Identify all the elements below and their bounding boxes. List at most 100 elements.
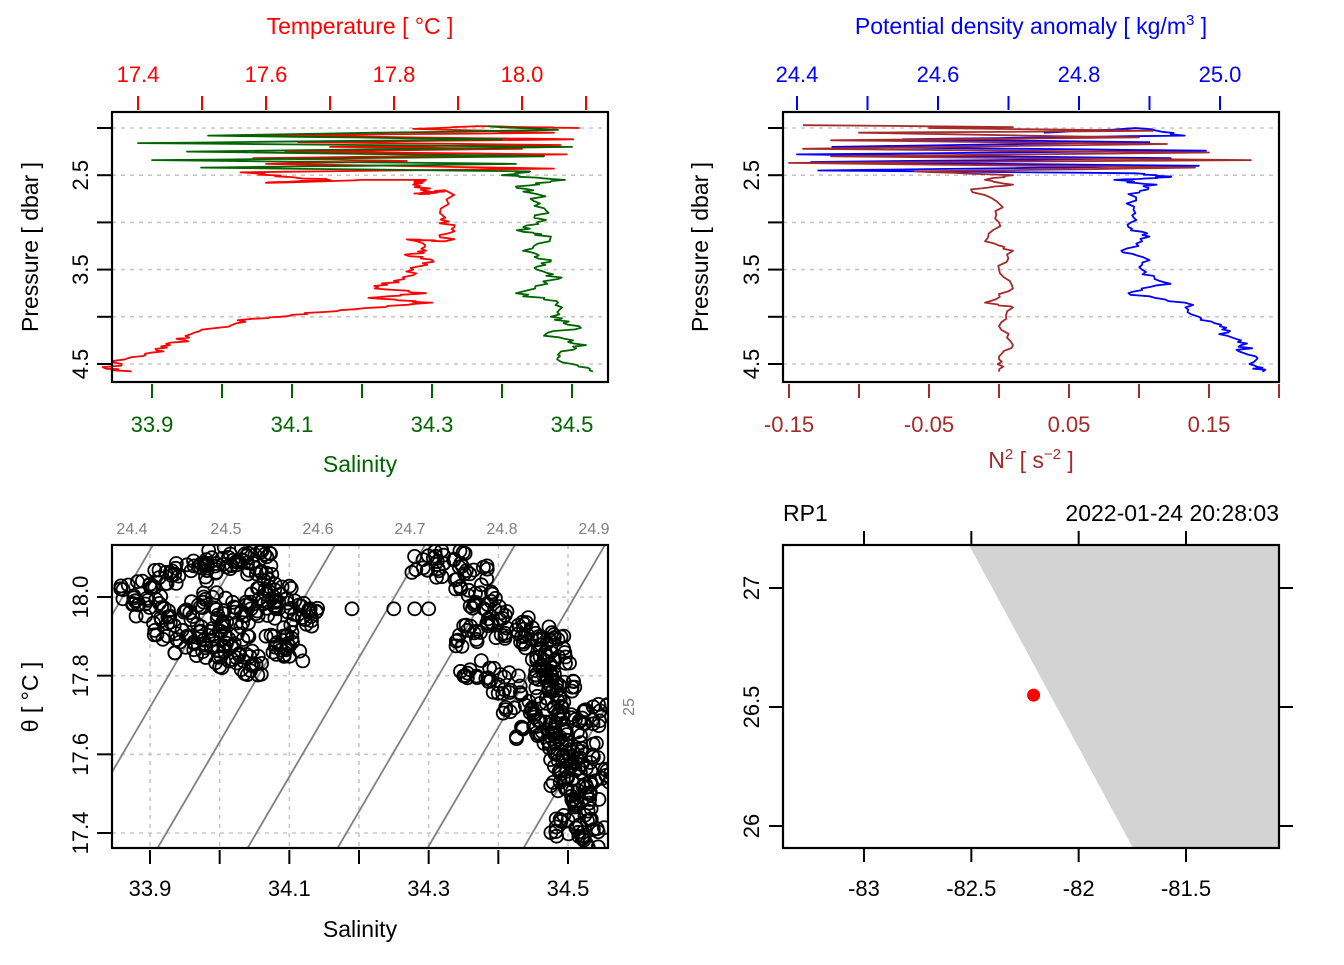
- pressure-axis-title-2: Pressure [ dbar ]: [687, 162, 713, 332]
- ts-data-point: [540, 722, 555, 738]
- theta-axis-tick-label: 18.0: [68, 576, 93, 619]
- pressure-axis-tick-label: 3.5: [739, 254, 764, 285]
- density-axis-title-text: Potential density anomaly [ kg/m: [855, 13, 1186, 39]
- ts-data-point: [302, 601, 318, 617]
- ts-data-point: [250, 648, 266, 664]
- ts-data-point: [468, 585, 483, 601]
- ts-data-point: [225, 652, 240, 668]
- ts-data-point: [242, 649, 258, 664]
- n2-axis-title-text: N: [988, 447, 1005, 473]
- salinity-axis-tick-label: 34.5: [547, 876, 590, 901]
- density-axis-tick-label: 25.0: [1199, 62, 1242, 87]
- ts-data-point: [567, 763, 583, 778]
- temperature-axis-tick-label: 17.6: [245, 62, 288, 87]
- station-timestamp: 2022-01-24 20:28:03: [1065, 500, 1279, 526]
- ts-data-point: [580, 803, 596, 819]
- isopycnal-line: [156, 545, 337, 848]
- ts-data-point: [454, 638, 470, 654]
- n2-axis-tick-label: -0.05: [904, 412, 954, 437]
- ts-data-point: [586, 822, 601, 837]
- ts-data-point: [235, 615, 251, 631]
- ts-data-point: [214, 551, 230, 566]
- ts-data-point: [609, 776, 622, 789]
- ts-data-point: [216, 619, 232, 634]
- ts-data-point: [407, 549, 423, 564]
- ts-data-point: [513, 687, 529, 702]
- ts-data-point: [539, 696, 554, 711]
- ts-data-point: [182, 605, 198, 620]
- ts-data-point: [507, 700, 522, 716]
- ts-data-point: [574, 831, 590, 847]
- ts-data-point: [492, 612, 508, 627]
- ts-data-point: [591, 697, 606, 712]
- isopycnal-line: [112, 545, 247, 774]
- ts-data-point: [543, 752, 558, 768]
- ts-data-point: [263, 546, 278, 562]
- ts-data-point: [591, 792, 607, 807]
- n2-axis-tick-label: 0.15: [1188, 412, 1231, 437]
- density-axis-tick-label: 24.6: [917, 62, 960, 87]
- ts-data-point: [264, 591, 280, 607]
- ts-data-point: [295, 653, 311, 669]
- station-map-panel: RP1 2022-01-24 20:28:03 -83 -82.5 -82 -81.5…: [739, 500, 1293, 901]
- ts-data-point: [428, 548, 444, 564]
- map-frame: [781, 543, 1281, 850]
- ts-data-point: [540, 649, 555, 664]
- ts-data-point: [243, 601, 259, 617]
- ts-data-point: [466, 625, 482, 641]
- ts-data-point: [283, 581, 299, 596]
- ts-data-point: [592, 713, 607, 729]
- ts-data-point: [160, 609, 176, 625]
- ts-data-point: [515, 720, 531, 736]
- ts-data-point: [460, 665, 476, 681]
- ts-data-point: [178, 639, 194, 655]
- ts-data-point: [240, 615, 256, 631]
- ts-data-point: [196, 585, 211, 601]
- ts-data-point: [198, 637, 214, 653]
- longitude-tick-label: -81.5: [1161, 876, 1211, 901]
- ts-data-point: [613, 775, 626, 788]
- ts-data-point: [344, 601, 360, 617]
- ts-data-point: [566, 674, 581, 689]
- isopycnal-label: 25: [621, 698, 638, 716]
- ts-data-point: [147, 563, 163, 578]
- n2-axis-tick-label: 0.05: [1048, 412, 1091, 437]
- ts-data-point: [185, 609, 201, 624]
- ts-data-point: [603, 766, 608, 781]
- ts-data-point: [574, 710, 590, 726]
- ts-data-point: [564, 792, 580, 808]
- ts-data-point: [560, 812, 576, 828]
- ts-data-point: [548, 811, 564, 827]
- pressure-axis-tick-label: 4.5: [68, 349, 93, 380]
- plot-frame: [781, 110, 1281, 384]
- ts-data-point: [476, 601, 492, 616]
- ts-data-point: [490, 685, 506, 701]
- ts-data-point: [526, 718, 542, 734]
- ts-data-point: [583, 763, 599, 779]
- ts-data-point: [556, 674, 572, 690]
- latitude-tick-label: 27: [739, 576, 764, 600]
- land-polygon: [969, 545, 1279, 848]
- ts-data-point: [532, 649, 548, 665]
- ts-data-point: [544, 625, 560, 641]
- density-axis-title-close: ]: [1194, 13, 1207, 39]
- ts-data-point: [499, 620, 515, 636]
- ts-data-point: [582, 792, 597, 807]
- ts-data-point: [195, 600, 211, 615]
- ts-data-point: [407, 601, 423, 617]
- isopycnal-label: 24.7: [394, 521, 425, 538]
- ts-data-point: [558, 753, 574, 768]
- ts-data-point: [469, 668, 485, 684]
- ts-data-point: [462, 566, 478, 582]
- isopycnal-line: [426, 545, 607, 848]
- plot-frame: [110, 543, 610, 850]
- ts-data-point: [575, 779, 591, 794]
- ts-data-point: [216, 638, 232, 654]
- ts-data-point: [276, 620, 292, 636]
- ts-data-point: [255, 545, 271, 558]
- ts-data-point: [155, 631, 171, 647]
- ts-data-point: [494, 605, 509, 621]
- ts-data-point: [512, 678, 528, 694]
- pressure-axis-tick-label: 2.5: [68, 160, 93, 191]
